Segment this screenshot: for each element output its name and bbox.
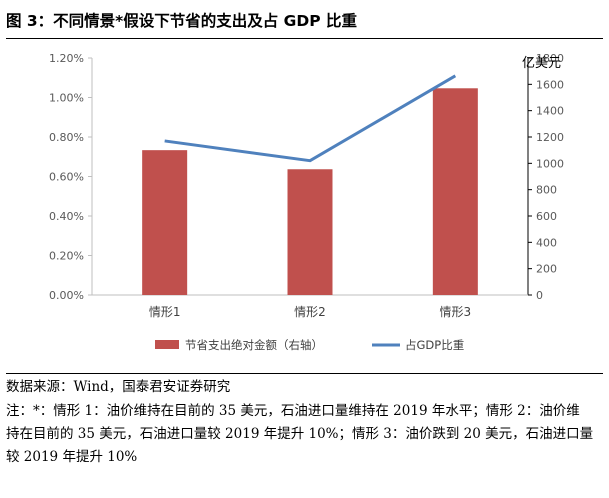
combo-chart: 0.00% 0.20% 0.40% 0.60% 0.80% 1.00% 1.20% 0 200… bbox=[49, 52, 564, 352]
bar bbox=[142, 150, 188, 295]
right-tick-label: 800 bbox=[536, 184, 557, 197]
right-tick-label: 1000 bbox=[536, 157, 564, 170]
bar bbox=[287, 169, 333, 295]
right-axis-unit-label: 亿美元 bbox=[522, 56, 561, 71]
legend-bar-label: 节省支出绝对金额（右轴） bbox=[185, 338, 323, 352]
right-tick-label: 400 bbox=[536, 236, 557, 249]
category-label: 情形1 bbox=[149, 305, 181, 319]
category-labels: 情形1 情形2 情形3 bbox=[149, 305, 471, 319]
bar-series bbox=[142, 88, 478, 296]
footnote-line: 较 2019 年提升 10% bbox=[6, 449, 138, 465]
left-tick-label: 1.00% bbox=[49, 92, 84, 105]
title-rule bbox=[6, 38, 603, 39]
right-axis-ticks: 0 200 400 600 800 1000 1200 1400 1600 1800 bbox=[528, 52, 564, 302]
footnote-line: 注：*：情形 1：油价维持在目前的 35 美元，石油进口量维持在 2019 年水… bbox=[6, 403, 580, 419]
left-axis-ticks: 0.00% 0.20% 0.40% 0.60% 0.80% 1.00% 1.20% bbox=[49, 52, 92, 302]
right-tick-label: 1400 bbox=[536, 105, 564, 118]
legend-line-label: 占GDP比重 bbox=[405, 338, 464, 352]
category-label: 情形3 bbox=[440, 305, 472, 319]
footnote-line: 持在目前的 35 美元，石油进口量较 2019 年提升 10%；情形 3：油价跌… bbox=[6, 426, 594, 442]
left-tick-label: 0.40% bbox=[49, 210, 84, 223]
right-tick-label: 1200 bbox=[536, 131, 564, 144]
legend: 节省支出绝对金额（右轴） 占GDP比重 bbox=[155, 338, 464, 352]
right-tick-label: 600 bbox=[536, 210, 557, 223]
right-tick-label: 1800 bbox=[536, 52, 564, 65]
left-tick-label: 0.60% bbox=[49, 171, 84, 184]
source-rule bbox=[6, 373, 603, 374]
category-label: 情形2 bbox=[294, 305, 326, 319]
left-tick-label: 0.80% bbox=[49, 131, 84, 144]
bar bbox=[432, 88, 478, 296]
data-source: 数据来源：Wind，国泰君安证券研究 bbox=[6, 379, 231, 395]
line-series-gdp-share bbox=[164, 74, 457, 163]
legend-bar-swatch bbox=[155, 340, 179, 349]
figure-title: 图 3：不同情景*假设下节省的支出及占 GDP 比重 bbox=[6, 12, 358, 30]
footnote: 注：*：情形 1：油价维持在目前的 35 美元，石油进口量维持在 2019 年水… bbox=[6, 400, 603, 469]
left-tick-label: 1.20% bbox=[49, 52, 84, 65]
left-tick-label: 0.20% bbox=[49, 250, 84, 263]
left-tick-label: 0.00% bbox=[49, 289, 84, 302]
right-tick-label: 1600 bbox=[536, 78, 564, 91]
right-tick-label: 200 bbox=[536, 263, 557, 276]
right-tick-label: 0 bbox=[536, 289, 543, 302]
